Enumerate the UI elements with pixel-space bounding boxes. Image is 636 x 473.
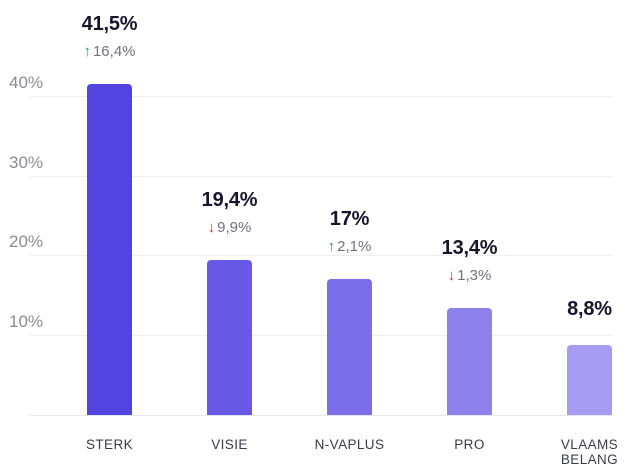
- y-axis-tick-label: 10%: [9, 312, 44, 332]
- bar-label-stack: 13,4% ↓ 1,3%: [400, 237, 540, 284]
- down-arrow-icon: ↓: [447, 266, 456, 284]
- category-label: VLAAMS BELANG: [560, 437, 619, 467]
- bar-change-label: ↑ 2,1%: [328, 238, 372, 255]
- change-value: 16,4%: [92, 42, 136, 60]
- bar: [207, 260, 252, 415]
- change-value: 2,1%: [337, 238, 372, 256]
- bar-change-label: ↓ 9,9%: [208, 219, 252, 236]
- bar-value-label: 8,8%: [567, 297, 612, 320]
- bar-value-label: 17%: [329, 208, 370, 231]
- change-value: 9,9%: [217, 218, 252, 236]
- bar-change-label: ↑ 16,4%: [83, 43, 135, 60]
- up-arrow-icon: ↑: [83, 42, 91, 60]
- up-arrow-icon: ↑: [327, 238, 336, 256]
- bar-change-label: ↓ 1,3%: [448, 267, 492, 284]
- category-label: STERK: [85, 437, 133, 452]
- bar-label-stack: 17% ↑ 2,1%: [280, 208, 420, 255]
- y-axis-tick-label: 20%: [9, 232, 44, 252]
- bar-value-label: 41,5%: [81, 12, 138, 35]
- bar-label-stack: 19,4% ↓ 9,9%: [160, 189, 300, 236]
- category-label: PRO: [454, 437, 485, 452]
- bar-label-stack: 8,8%: [520, 298, 636, 321]
- bar: [327, 279, 372, 415]
- x-axis-baseline: [30, 415, 612, 416]
- bar: [87, 83, 132, 415]
- bar: [447, 308, 492, 415]
- change-value: 1,3%: [457, 266, 492, 284]
- gridline: [30, 95, 612, 97]
- gridline: [30, 255, 612, 257]
- y-axis-tick-label: 40%: [9, 72, 44, 92]
- category-label: N-VAPLUS: [314, 437, 385, 452]
- down-arrow-icon: ↓: [207, 218, 216, 236]
- y-axis-tick-label: 30%: [9, 152, 44, 172]
- category-label: VISIE: [211, 437, 248, 452]
- bar: [567, 344, 612, 415]
- bar-label-stack: 41,5% ↑ 16,4%: [40, 13, 180, 60]
- bar-value-label: 13,4%: [441, 236, 498, 259]
- gridline: [30, 335, 612, 337]
- gridline: [30, 175, 612, 177]
- bar-value-label: 19,4%: [201, 188, 258, 211]
